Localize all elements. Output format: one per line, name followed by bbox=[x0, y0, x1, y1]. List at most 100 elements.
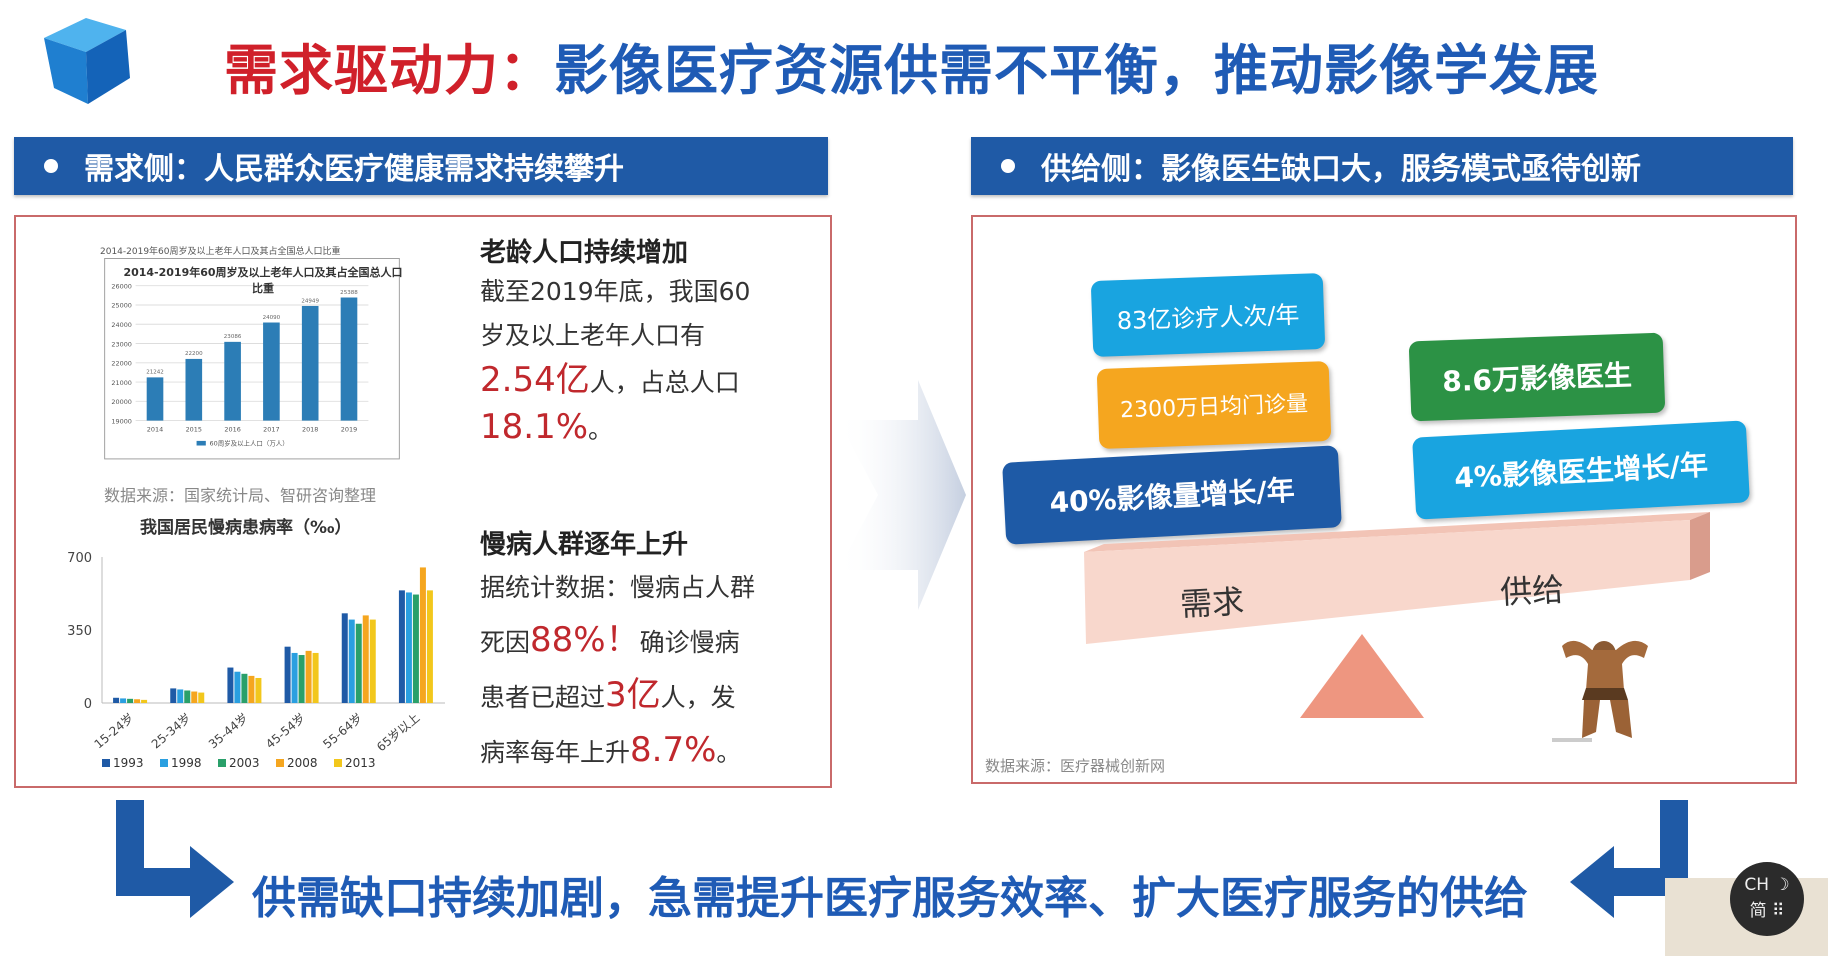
chart2-legend-swatch bbox=[160, 759, 168, 767]
chart1-value-label: 24090 bbox=[263, 315, 281, 321]
elderly-body: 截至2019年底，我国60 岁及以上老年人口有 2.54亿人，占总人口 18.1… bbox=[480, 270, 780, 452]
chart1-ytick: 24000 bbox=[111, 321, 132, 329]
chart1-value-label: 23086 bbox=[224, 334, 242, 340]
demand-side-heading: 需求侧：人民群众医疗健康需求持续攀升 bbox=[84, 152, 624, 187]
chart2-xtick: 15-24岁 bbox=[91, 710, 137, 752]
supply-source: 数据来源：医疗器械创新网 bbox=[985, 757, 1166, 775]
chart2-bar bbox=[398, 590, 405, 703]
supply-side-header: 供给侧：影像医生缺口大，服务模式亟待创新 bbox=[971, 137, 1793, 195]
bullet-icon bbox=[1001, 159, 1015, 173]
ime-language: CH ☽ bbox=[1744, 875, 1790, 895]
chart2-bar bbox=[141, 699, 148, 703]
demand-label: 需求 bbox=[1179, 582, 1246, 624]
chronic-line4b: 。 bbox=[716, 738, 742, 767]
chevron-right-arrow-icon bbox=[838, 380, 966, 610]
chart2-ytick: 0 bbox=[84, 697, 92, 712]
chart2-bar bbox=[412, 594, 419, 703]
chart2-legend-label: 2003 bbox=[229, 756, 260, 770]
chart1-value-label: 25388 bbox=[340, 290, 358, 296]
chronic-line4a: 病率每年上升 bbox=[480, 738, 631, 767]
chronic-line2b: 确诊慢病 bbox=[639, 628, 740, 657]
elbow-arrow-right-icon bbox=[116, 800, 234, 918]
chart1-xtick: 2017 bbox=[263, 426, 279, 434]
chart1-value-label: 21242 bbox=[146, 370, 164, 376]
chart1-ytick: 19000 bbox=[111, 417, 132, 425]
pill-radiologists: 8.6万影像医生 bbox=[1408, 332, 1666, 422]
chart1-bar bbox=[185, 358, 203, 421]
cube-logo-icon bbox=[44, 18, 130, 104]
chart2-title: 我国居民慢病患病率（‰） bbox=[140, 518, 352, 538]
chart1-ytick: 21000 bbox=[111, 379, 132, 387]
chart2-bar bbox=[355, 623, 362, 703]
elderly-line3: 人，占总人口 bbox=[589, 368, 740, 397]
chart1-ytick: 25000 bbox=[111, 302, 132, 310]
chronic-line1: 据统计数据：慢病占人群 bbox=[480, 573, 756, 602]
pill-annual-visits: 83亿诊疗人次/年 bbox=[1090, 272, 1326, 358]
chart2-xtick: 45-54岁 bbox=[262, 710, 308, 752]
chart1-value-label: 22200 bbox=[185, 351, 203, 357]
chart1-bar bbox=[224, 341, 241, 421]
chart2-legend-label: 2013 bbox=[345, 756, 376, 770]
chart1-value-label: 24949 bbox=[301, 298, 319, 304]
demand-side-header: 需求侧：人民群众医疗健康需求持续攀升 bbox=[14, 137, 828, 195]
input-method-widget[interactable]: CH ☽ 简 ⠿ bbox=[1730, 862, 1804, 936]
chart2-legend-swatch bbox=[102, 759, 110, 767]
chart2-bar bbox=[198, 692, 205, 703]
chart2-bar bbox=[419, 567, 426, 703]
elderly-line1: 截至2019年底，我国60 bbox=[480, 277, 751, 306]
fulcrum-triangle-icon bbox=[1300, 634, 1424, 718]
elderly-share: 18.1% bbox=[480, 407, 589, 447]
chart2-bar bbox=[348, 619, 355, 703]
supply-side-heading: 供给侧：影像医生缺口大，服务模式亟待创新 bbox=[1041, 152, 1641, 187]
chronic-growth: 8.7% bbox=[630, 730, 717, 770]
chart2-bar bbox=[170, 688, 177, 703]
chart2-bar bbox=[369, 619, 376, 703]
chronic-body: 据统计数据：慢病占人群 死因88%！确诊慢病 患者已超过3亿人，发 病率每年上升… bbox=[480, 562, 780, 779]
chronic-patients: 3亿 bbox=[605, 675, 661, 715]
chart1-bar bbox=[301, 305, 319, 421]
chart1-xtick: 2015 bbox=[186, 426, 202, 434]
chart2-bar bbox=[113, 697, 120, 703]
chart2-legend-swatch bbox=[276, 759, 284, 767]
chart2-bar bbox=[312, 652, 319, 703]
pill-daily-outpatient: 2300万日均门诊量 bbox=[1096, 360, 1332, 450]
chart2-bar bbox=[241, 673, 248, 703]
chart2-legend-label: 2008 bbox=[287, 756, 318, 770]
chart2-legend-label: 1993 bbox=[113, 756, 144, 770]
chart1-caption: 2014-2019年60周岁及以上老年人口及其占全国总人口比重 bbox=[100, 247, 341, 257]
chart1-bar bbox=[263, 322, 280, 421]
elderly-line4: 。 bbox=[588, 415, 614, 444]
chart2-xtick: 35-44岁 bbox=[205, 710, 251, 752]
chart1-source: 数据来源：国家统计局、智研咨询整理 bbox=[104, 486, 377, 505]
chart2-bar bbox=[120, 698, 127, 703]
chart2-legend-swatch bbox=[334, 759, 342, 767]
chart1-ytick: 22000 bbox=[111, 360, 132, 368]
chart2-legend-label: 1998 bbox=[171, 756, 202, 770]
chart1-xtick: 2016 bbox=[224, 426, 240, 434]
chart2-ytick: 700 bbox=[67, 551, 92, 566]
chronic-heading: 慢病人群逐年上升 bbox=[480, 530, 689, 560]
chart2-bar bbox=[255, 677, 262, 703]
chart1-ytick: 23000 bbox=[111, 340, 132, 348]
chronic-line3a: 患者已超过 bbox=[480, 683, 606, 712]
chart1-ytick: 20000 bbox=[111, 398, 132, 406]
chart1-xtick: 2014 bbox=[147, 426, 163, 434]
chart2-bar bbox=[426, 590, 433, 703]
chart2-bar bbox=[184, 690, 191, 703]
chart2-ytick: 350 bbox=[67, 624, 92, 639]
chart2-bar bbox=[291, 652, 298, 703]
chart2-xtick: 65岁以上 bbox=[373, 710, 422, 754]
chart1-xtick: 2019 bbox=[341, 426, 357, 434]
elderly-heading: 老龄人口持续增加 bbox=[480, 238, 689, 268]
chart2-bar bbox=[134, 699, 141, 703]
chart1-legend-label: 60周岁及以上人口（万人） bbox=[210, 439, 289, 448]
bullet-icon bbox=[44, 159, 58, 173]
page-title: 需求驱动力：影像医疗资源供需不平衡，推动影像学发展 bbox=[224, 26, 1599, 105]
chart2-bar bbox=[341, 613, 348, 703]
chart2-bar bbox=[234, 671, 241, 703]
chart2-bar bbox=[191, 691, 198, 703]
chart2-legend-swatch bbox=[218, 759, 226, 767]
elderly-population-chart: 19000 20000 21000 22000 23000 24000 25000 26000… bbox=[104, 258, 400, 460]
chronic-disease-chart: 0 350 700 15-24岁 25-34岁 35-44岁 45-54岁 55-64岁 65岁… bbox=[67, 551, 445, 770]
chart2-bar bbox=[405, 592, 412, 703]
